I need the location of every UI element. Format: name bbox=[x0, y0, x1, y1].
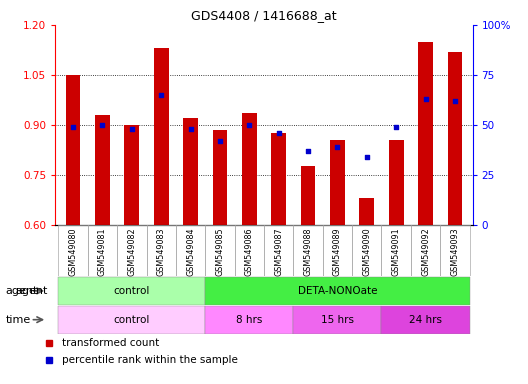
Bar bbox=[183, 118, 198, 225]
Bar bbox=[146, 225, 176, 276]
Text: GSM549092: GSM549092 bbox=[421, 227, 430, 276]
Point bbox=[363, 154, 371, 160]
Bar bbox=[117, 225, 146, 276]
Bar bbox=[65, 75, 80, 225]
Text: GSM549083: GSM549083 bbox=[157, 227, 166, 276]
Bar bbox=[352, 225, 382, 276]
Point bbox=[421, 96, 430, 102]
Bar bbox=[205, 225, 234, 276]
Text: GSM549091: GSM549091 bbox=[392, 227, 401, 276]
Point bbox=[128, 126, 136, 132]
Text: GSM549088: GSM549088 bbox=[304, 227, 313, 276]
Bar bbox=[448, 51, 463, 225]
Text: GSM549085: GSM549085 bbox=[215, 227, 224, 276]
Point bbox=[216, 138, 224, 144]
Text: GSM549081: GSM549081 bbox=[98, 227, 107, 276]
Point bbox=[98, 122, 107, 128]
Bar bbox=[411, 225, 440, 276]
Text: agent: agent bbox=[5, 286, 38, 296]
Text: GSM549084: GSM549084 bbox=[186, 227, 195, 276]
Point bbox=[69, 124, 77, 130]
Bar bbox=[301, 166, 315, 225]
Bar bbox=[271, 133, 286, 225]
Text: GSM549080: GSM549080 bbox=[69, 227, 78, 276]
Text: time: time bbox=[5, 314, 31, 325]
Text: GSM549090: GSM549090 bbox=[362, 227, 371, 276]
Point bbox=[157, 92, 165, 98]
Bar bbox=[323, 225, 352, 276]
Bar bbox=[59, 306, 205, 333]
Text: GSM549093: GSM549093 bbox=[450, 227, 459, 276]
Point bbox=[186, 126, 195, 132]
Bar bbox=[176, 225, 205, 276]
Title: GDS4408 / 1416688_at: GDS4408 / 1416688_at bbox=[191, 9, 337, 22]
Text: agent: agent bbox=[16, 286, 48, 296]
Bar bbox=[154, 48, 168, 225]
Point bbox=[392, 124, 400, 130]
Point bbox=[275, 130, 283, 136]
Point bbox=[245, 122, 253, 128]
Bar bbox=[234, 225, 264, 276]
Bar bbox=[330, 140, 345, 225]
Bar bbox=[242, 113, 257, 225]
Text: GSM549089: GSM549089 bbox=[333, 227, 342, 276]
Bar bbox=[360, 198, 374, 225]
Bar bbox=[95, 115, 110, 225]
Bar bbox=[440, 225, 469, 276]
Bar bbox=[213, 130, 227, 225]
Bar bbox=[59, 277, 205, 305]
Point bbox=[451, 98, 459, 104]
Bar bbox=[88, 225, 117, 276]
Text: GSM549087: GSM549087 bbox=[274, 227, 283, 276]
Text: GSM549082: GSM549082 bbox=[127, 227, 136, 276]
Bar bbox=[294, 225, 323, 276]
Text: DETA-NONOate: DETA-NONOate bbox=[298, 286, 377, 296]
Text: transformed count: transformed count bbox=[62, 338, 159, 348]
Point bbox=[304, 148, 312, 154]
Bar bbox=[382, 306, 469, 333]
Text: GSM549086: GSM549086 bbox=[245, 227, 254, 276]
Bar bbox=[389, 140, 403, 225]
Point bbox=[333, 144, 342, 150]
Bar bbox=[59, 225, 88, 276]
Text: 24 hrs: 24 hrs bbox=[409, 314, 442, 325]
Text: 8 hrs: 8 hrs bbox=[236, 314, 262, 325]
Bar bbox=[205, 306, 294, 333]
Bar bbox=[418, 41, 433, 225]
Bar bbox=[382, 225, 411, 276]
Text: percentile rank within the sample: percentile rank within the sample bbox=[62, 355, 238, 365]
Text: 15 hrs: 15 hrs bbox=[321, 314, 354, 325]
Text: control: control bbox=[114, 314, 150, 325]
Bar bbox=[125, 125, 139, 225]
Bar bbox=[294, 306, 382, 333]
Text: control: control bbox=[114, 286, 150, 296]
Bar bbox=[205, 277, 469, 305]
Bar bbox=[264, 225, 294, 276]
